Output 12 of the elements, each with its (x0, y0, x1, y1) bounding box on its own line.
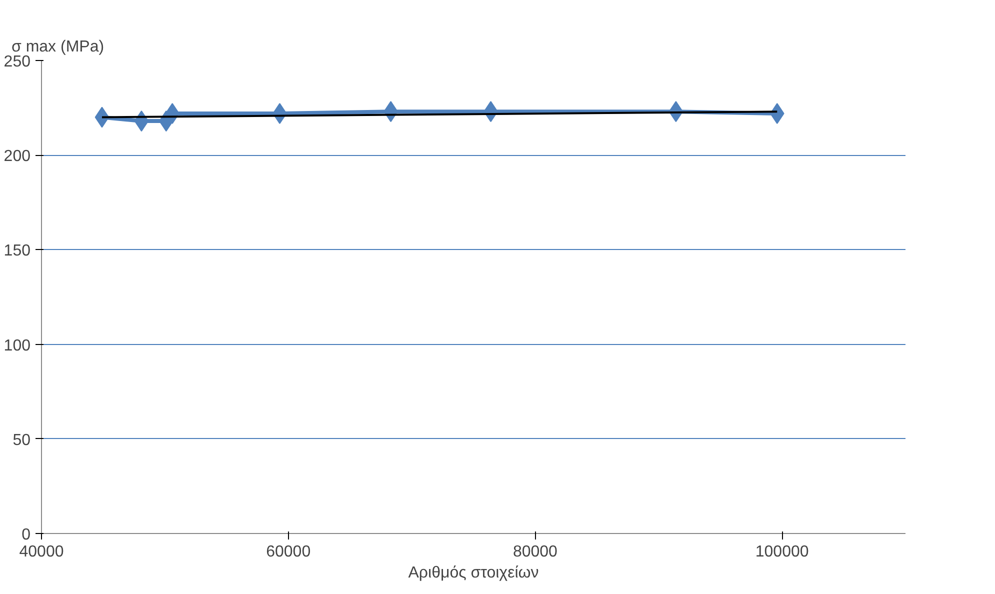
x-tick-label: 60000 (266, 544, 311, 560)
y-tick-label: 250 (4, 54, 31, 70)
x-tick-label: 100000 (755, 544, 809, 560)
y-axis-title: σ max (MPa) (12, 38, 104, 56)
y-tick-label: 100 (4, 337, 31, 354)
y-tick-label: 200 (4, 148, 31, 166)
x-tick-label: 40000 (19, 544, 64, 560)
y-tick-label: 0 (22, 526, 31, 544)
x-tick-label: 80000 (512, 544, 558, 560)
x-axis-title: Αριθμός στοιχείων (408, 564, 539, 582)
y-tick-label: 50 (12, 432, 31, 449)
y-tick-label: 150 (4, 242, 31, 260)
